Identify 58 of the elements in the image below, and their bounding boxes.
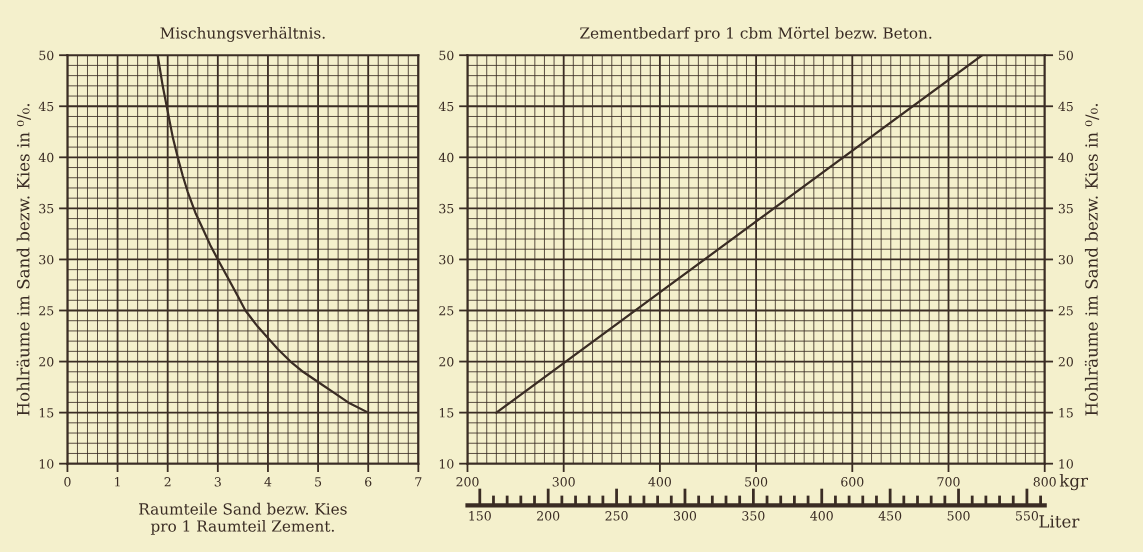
y-tick-label: 25	[439, 305, 454, 316]
y-tick-label: 20	[39, 357, 54, 367]
y-tick-label: 40	[38, 152, 54, 163]
x2-tick-label: 300	[673, 511, 697, 521]
x2-tick-label: 550	[1016, 511, 1039, 521]
x-tick-label: 0	[64, 477, 71, 487]
x2-tick-label: 150	[469, 511, 491, 521]
x2-tick-label: 350	[742, 511, 765, 521]
x-tick-label: 400	[648, 477, 671, 487]
y-tick-label: 50	[39, 50, 54, 61]
x-tick-label: 2	[164, 477, 171, 487]
x-tick-label: 6	[365, 477, 372, 487]
x2-tick-label: 500	[947, 511, 970, 521]
y-tick-label: 10	[39, 459, 54, 469]
y-tick-label: 40	[438, 152, 454, 163]
y-tick-label: 30	[39, 254, 54, 265]
y2-tick-label: 40	[1058, 152, 1073, 163]
y2-tick-label: 15	[1059, 408, 1073, 418]
y2-tick-label: 50	[1058, 50, 1073, 61]
x-tick-label: 4	[264, 477, 272, 487]
x-tick-label: 500	[745, 477, 768, 487]
x-tick-label: 1	[115, 477, 120, 487]
y-axis-title: Hohlräume im Sand bezw. Kies in ⁰/₀.	[16, 103, 31, 416]
y-tick-label: 30	[439, 254, 454, 265]
y-tick-label: 35	[39, 203, 54, 214]
y-tick-label: 50	[439, 50, 454, 61]
y-tick-label: 25	[39, 305, 54, 316]
y2-tick-label: 45	[1058, 101, 1073, 112]
x2-tick-label: 400	[810, 511, 833, 521]
x-tick-label: 200	[456, 477, 479, 487]
y-tick-label: 15	[439, 408, 454, 418]
x-tick-label: 700	[937, 477, 960, 487]
y-tick-label: 45	[438, 101, 454, 112]
y-tick-label: 45	[38, 101, 54, 112]
x2-tick-label: 250	[605, 511, 628, 521]
x-tick-label: 600	[841, 477, 864, 487]
x-tick-label: 300	[552, 477, 575, 487]
y-tick-label: 20	[439, 357, 454, 367]
x2-tick-label: 450	[878, 511, 902, 521]
x-axis-title: Raumteile Sand bezw. Kies pro 1 Raumteil Zement.	[139, 502, 347, 535]
chart-title: Zementbedarf pro 1 cbm Mörtel bezw. Beton.	[580, 26, 932, 42]
x-axis-title: kgr	[1059, 473, 1088, 491]
y-tick-label: 10	[439, 459, 454, 469]
y2-tick-label: 10	[1059, 459, 1073, 469]
x-tick-label: 800	[1033, 477, 1056, 487]
chart-title: Mischungsverhältnis.	[160, 26, 325, 42]
y2-tick-label: 35	[1058, 203, 1073, 214]
x-tick-label: 5	[315, 477, 322, 487]
x-tick-label: 3	[214, 477, 221, 487]
y2-tick-label: 25	[1058, 305, 1073, 316]
y-tick-label: 35	[439, 203, 454, 214]
x2-axis-title: Liter	[1039, 515, 1080, 528]
x2-tick-label: 200	[537, 511, 560, 521]
y2-tick-label: 20	[1058, 357, 1073, 367]
y2-axis-title: Hohlräume im Sand bezw. Kies in ⁰/₀.	[1084, 103, 1100, 416]
x-tick-label: 7	[415, 477, 422, 487]
y2-tick-label: 30	[1058, 254, 1073, 265]
y-tick-label: 15	[39, 408, 54, 418]
